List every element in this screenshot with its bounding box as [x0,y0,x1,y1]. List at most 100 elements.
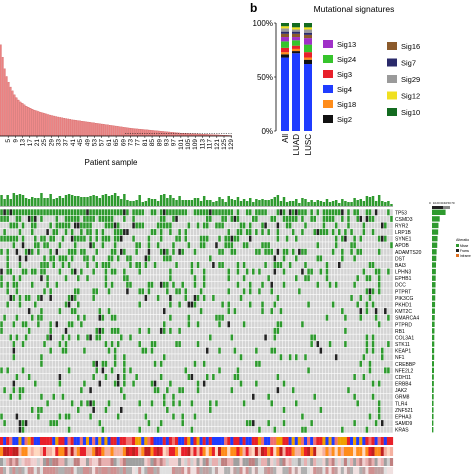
mutation-cell [313,255,316,262]
mutation-cell [331,229,335,236]
mutation-cell [113,229,117,236]
mutation-cell [322,413,326,420]
mutation-cell [70,242,74,249]
mutation-cell [301,222,304,229]
mutation-cell [307,301,310,308]
mutation-cell [3,301,6,308]
mutation-cell [52,275,56,282]
mutation-cell [73,400,77,407]
mutation-cell [252,426,255,433]
mutation-cell [187,242,191,249]
mutation-cell [162,347,166,354]
mutation-cell [175,341,178,348]
mutation-cell [221,262,224,268]
mutation-cell [199,294,203,301]
mutation-cell [298,242,301,249]
mutation-cell [52,294,56,301]
mutation-cell [239,268,243,275]
mutation-cell [255,262,258,268]
mutation-cell [98,413,102,420]
mutation-cell [113,248,117,255]
mutation-cell [153,347,157,354]
category-label: All [281,134,290,143]
mutation-cell [49,222,52,229]
mutation-cell [123,314,126,321]
mutation-cell [113,242,117,249]
mutation-cell [209,327,212,334]
mutation-cell [18,406,22,413]
mutation-cell [135,400,138,407]
mutation-cell [341,334,344,341]
mutation-cell [310,262,313,268]
mutation-cell [202,275,206,282]
mutation-cell [101,215,105,222]
mutation-cell [184,387,188,394]
mutation-cell [255,406,258,413]
mutation-cell [126,262,129,268]
mutation-cell [221,360,224,367]
mutation-cell [156,406,160,413]
mutation-cell [187,360,191,367]
mutation-cell [150,229,154,236]
mutation-cell [9,308,13,315]
mutation-cell [331,255,335,262]
mutation-cell [371,275,375,282]
mutation-cell [258,374,261,380]
mutation-cell [116,374,120,380]
mutation-cell [295,420,298,427]
mutation-cell [288,314,292,321]
sample-bar [35,110,38,137]
mutation-cell [209,360,212,367]
mutation-cell [193,400,197,407]
clinical-annotation-cell [282,437,286,445]
mutation-cell [374,215,378,222]
mutation-cell [175,327,178,334]
mutation-cell [313,229,316,236]
mutation-cell [209,406,212,413]
mutation-cell [123,242,126,249]
mutation-cell [147,268,151,275]
mutation-cell [334,242,338,249]
mutation-cell [313,413,316,420]
mutation-cell [301,347,304,354]
mutation-cell [384,380,387,387]
mutation-cell [27,242,31,249]
mutation-cell [58,209,62,216]
legend-swatch [323,115,333,123]
gene-label: LRP1B [395,230,412,236]
clinical-annotation-cell [208,437,212,445]
mutation-cell [362,380,366,387]
mutation-cell [298,360,301,367]
mutation-cell [83,222,86,229]
mutation-cell [141,301,145,308]
mutation-cell [49,242,52,249]
mutation-cell [64,288,68,295]
mutation-cell [119,242,123,249]
mutation-cell [144,242,148,249]
mutation-cell [113,235,117,242]
mutation-cell [181,327,184,334]
mutation-cell [3,334,6,341]
clinical-annotation-cell [116,447,120,456]
mutation-cell [239,360,243,367]
mutation-cell [101,314,105,321]
mutation-cell [341,367,344,374]
mutation-cell [209,393,212,400]
mutation-cell [288,255,292,262]
mutation-cell [141,354,145,361]
mutation-cell [153,374,157,380]
mutation-cell [6,242,9,249]
mutation-cell [144,354,148,361]
mutation-cell [107,360,111,367]
mutation-cell [92,242,95,249]
mutation-cell [37,308,40,315]
mutation-cell [353,215,356,222]
mutation-cell [215,367,218,374]
mutation-cell [313,380,316,387]
mutation-cell [331,426,335,433]
clinical-annotation-cell [116,437,120,445]
mutation-cell [380,354,384,361]
mutation-cell [150,426,154,433]
mutation-cell [353,374,356,380]
mutation-cell [328,413,332,420]
